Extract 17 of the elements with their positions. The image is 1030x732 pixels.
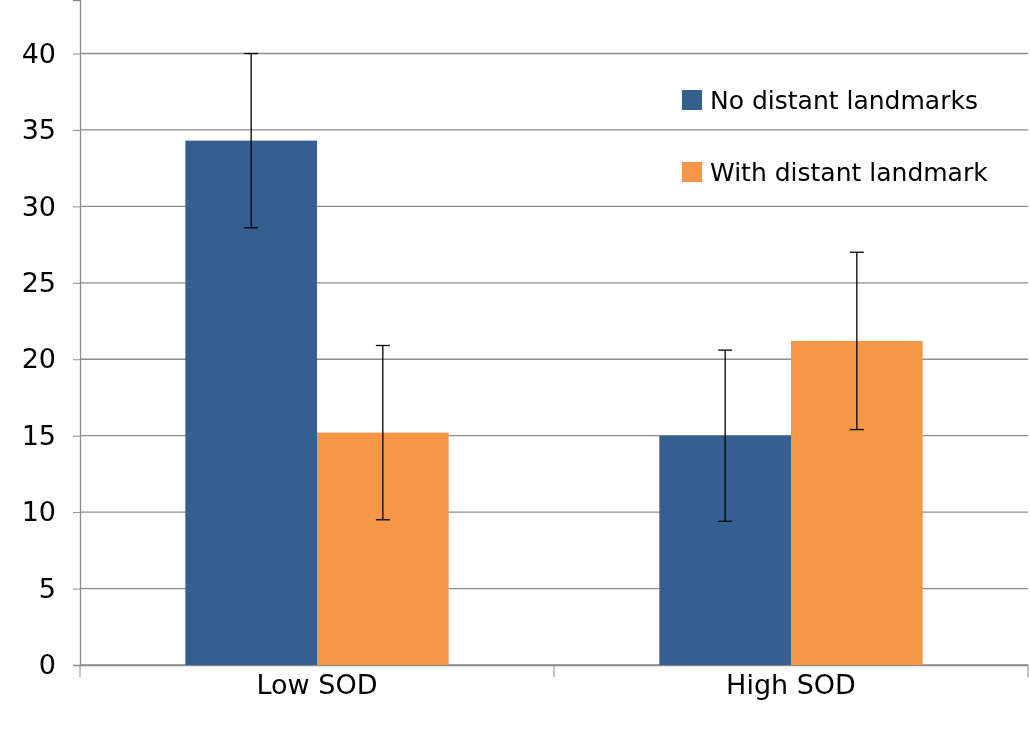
y-tick-label: 20: [21, 343, 56, 375]
bar: [317, 432, 449, 665]
y-tick-label: 30: [21, 190, 56, 222]
legend-label: No distant landmarks: [710, 86, 978, 115]
bar: [185, 140, 317, 665]
bar: [659, 435, 791, 665]
y-tick-label: 25: [21, 266, 56, 298]
y-tick-label: 35: [21, 114, 56, 146]
bar: [791, 340, 923, 665]
y-tick-label: 40: [21, 37, 56, 69]
legend-label: With distant landmark: [710, 158, 989, 187]
y-tick-label: 15: [21, 419, 56, 451]
x-tick-label: Low SOD: [256, 669, 378, 700]
y-tick-label: 5: [38, 572, 56, 604]
x-tick-label: High SOD: [726, 669, 856, 700]
y-tick-label: 0: [38, 649, 56, 681]
y-tick-label: 10: [21, 496, 56, 528]
